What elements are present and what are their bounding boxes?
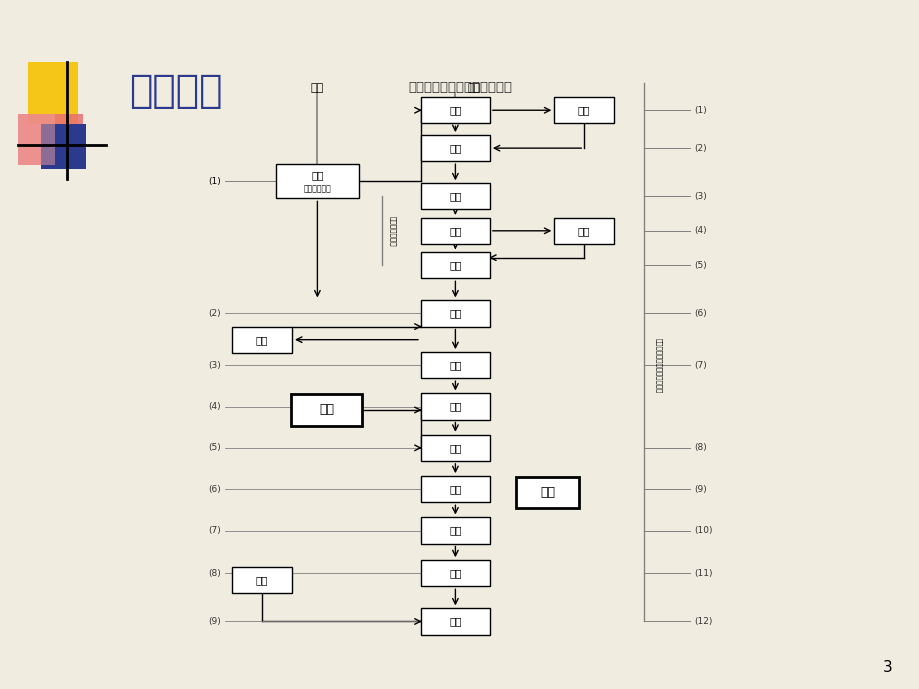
Bar [421,435,489,461]
Text: (4): (4) [208,402,221,411]
Bar [232,327,291,353]
Bar [516,477,578,508]
Text: (9): (9) [208,617,221,626]
Text: 國立交通大學文書處理流程圖: 國立交通大學文書處理流程圖 [407,81,512,94]
Text: (2): (2) [694,143,707,153]
Text: 催辦: 催辦 [577,105,590,115]
Bar [421,560,489,586]
Text: (6): (6) [694,309,707,318]
Bar [421,135,489,161]
Text: 3: 3 [881,660,891,675]
Bar [421,252,489,278]
Bar [28,62,78,124]
Text: 收文: 收文 [448,105,461,115]
Text: 退稿: 退稿 [255,575,268,585]
Text: 來文: 來文 [467,83,480,93]
Bar [421,218,489,244]
Text: （以程序代案）: （以程序代案） [389,216,395,246]
Text: 會辦: 會辦 [255,335,268,344]
Bar [290,394,362,426]
Text: 判行: 判行 [448,402,461,411]
Bar [232,567,291,593]
Bar [421,300,489,327]
Text: (8): (8) [694,443,707,453]
Text: 管制範圍: 管制範圍 [129,72,222,110]
Text: (8): (8) [208,568,221,578]
Bar [421,352,489,378]
Text: (7): (7) [208,526,221,535]
Text: （建議程序（以程序代案））: （建議程序（以程序代案）） [655,338,662,393]
Text: 用印: 用印 [448,526,461,535]
Text: (10): (10) [694,526,712,535]
Text: (3): (3) [208,360,221,370]
Bar [421,393,489,420]
Text: 擬稿: 擬稿 [448,309,461,318]
Bar [18,114,55,165]
Bar [276,164,358,198]
Text: 核稿: 核稿 [448,360,461,370]
Text: (7): (7) [694,360,707,370]
Bar [421,608,489,635]
Text: (3): (3) [694,192,707,201]
Bar [421,476,489,502]
Bar [421,183,489,209]
Bar [18,114,83,165]
Text: 擬辦: 擬辦 [448,192,461,201]
Text: （主動制遞）: （主動制遞） [303,184,331,194]
Text: 創稿: 創稿 [311,83,323,93]
Text: 會辦: 會辦 [577,226,590,236]
Text: 發文: 發文 [448,568,461,578]
Text: (4): (4) [694,226,707,236]
Text: 分文: 分文 [448,143,461,153]
Text: (12): (12) [694,617,712,626]
Bar [553,97,614,123]
Text: 校對: 校對 [448,484,461,494]
Text: (5): (5) [208,443,221,453]
Text: (1): (1) [694,105,707,115]
Text: (11): (11) [694,568,712,578]
Bar [553,218,614,244]
Text: (1): (1) [208,176,221,186]
Text: (2): (2) [208,309,221,318]
Text: (9): (9) [694,484,707,494]
Text: 退文: 退文 [539,486,554,499]
Text: 陳核: 陳核 [448,226,461,236]
Bar [421,97,489,123]
Text: (6): (6) [208,484,221,494]
Text: 繕印: 繕印 [448,443,461,453]
Bar [41,124,85,169]
Text: 批示: 批示 [448,260,461,270]
Bar [421,517,489,544]
Text: 歸檔: 歸檔 [448,617,461,626]
Text: 交接: 交接 [311,170,323,180]
Text: (5): (5) [694,260,707,270]
Text: 退稿: 退稿 [319,404,334,416]
